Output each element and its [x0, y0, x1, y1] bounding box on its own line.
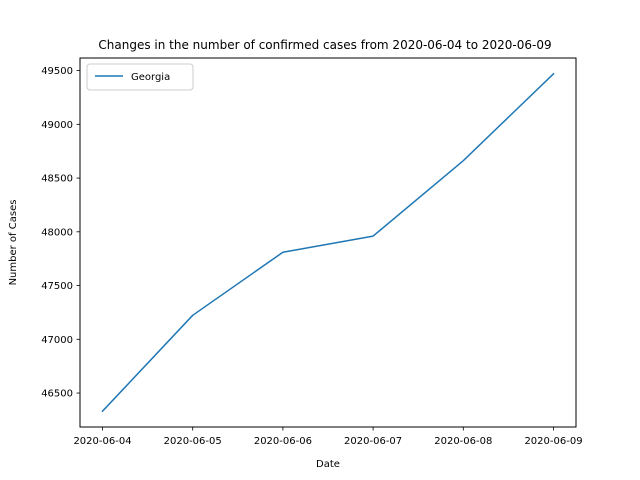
x-tick-label: 2020-06-07: [344, 436, 402, 447]
chart-title: Changes in the number of confirmed cases…: [98, 38, 551, 52]
x-axis-title: Date: [316, 459, 340, 470]
legend-label: Georgia: [131, 72, 170, 83]
x-tick-label: 2020-06-05: [164, 436, 222, 447]
x-axis: 2020-06-04 2020-06-05 2020-06-06 2020-06-07…: [73, 427, 583, 447]
legend: Georgia: [86, 63, 194, 91]
x-tick-label: 2020-06-08: [434, 436, 492, 447]
y-tick-label: 46500: [41, 389, 73, 400]
y-axis-title: Number of Cases: [8, 200, 19, 286]
y-axis: 46500 47000 47500 48000 48500 49000 49500: [41, 66, 80, 400]
y-tick-label: 49500: [41, 66, 73, 77]
x-tick-label: 2020-06-04: [73, 436, 131, 447]
x-tick-label: 2020-06-06: [254, 436, 312, 447]
plot-area: [79, 57, 577, 428]
y-tick-label: 48500: [41, 174, 73, 185]
y-tick-label: 49000: [41, 120, 73, 131]
y-tick-label: 48000: [41, 227, 73, 238]
y-tick-label: 47000: [41, 335, 73, 346]
x-tick-label: 2020-06-09: [524, 436, 582, 447]
series-layer: [101, 72, 555, 413]
series-line-georgia: [101, 72, 555, 413]
legend-box: [86, 63, 194, 91]
y-tick-label: 47500: [41, 281, 73, 292]
